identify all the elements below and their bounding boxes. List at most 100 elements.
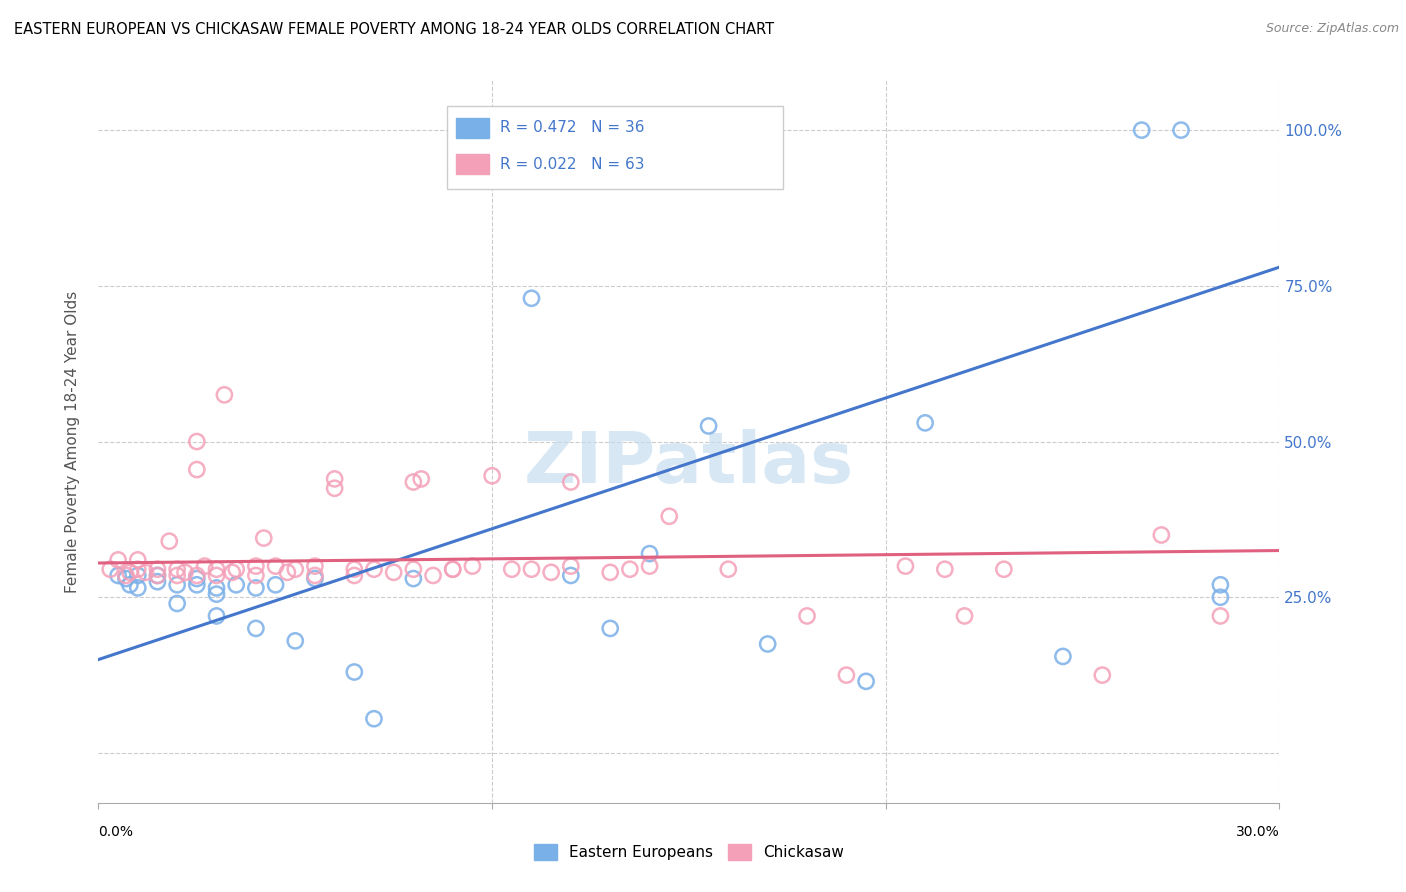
Point — [441, 562, 464, 576]
Point — [205, 568, 228, 582]
Point — [304, 572, 326, 586]
Point — [115, 568, 138, 582]
Point — [520, 562, 543, 576]
Point — [323, 472, 346, 486]
Point — [166, 597, 188, 611]
Point — [245, 568, 267, 582]
Point — [501, 562, 523, 576]
Point — [205, 562, 228, 576]
Legend: Eastern Europeans, Chickasaw: Eastern Europeans, Chickasaw — [534, 844, 844, 860]
Text: EASTERN EUROPEAN VS CHICKASAW FEMALE POVERTY AMONG 18-24 YEAR OLDS CORRELATION C: EASTERN EUROPEAN VS CHICKASAW FEMALE POV… — [14, 22, 775, 37]
Point — [894, 559, 917, 574]
Point — [1209, 591, 1232, 605]
Point — [146, 568, 169, 582]
Point — [619, 562, 641, 576]
Point — [520, 291, 543, 305]
Point — [225, 562, 247, 576]
Point — [599, 621, 621, 635]
Point — [717, 562, 740, 576]
Point — [560, 475, 582, 489]
Point — [382, 566, 405, 580]
Point — [363, 562, 385, 576]
Point — [1150, 528, 1173, 542]
FancyBboxPatch shape — [447, 105, 783, 189]
Point — [225, 578, 247, 592]
Point — [1209, 578, 1232, 592]
Point — [343, 665, 366, 679]
Point — [276, 566, 298, 580]
Point — [402, 572, 425, 586]
Point — [127, 568, 149, 582]
Point — [166, 562, 188, 576]
Point — [953, 609, 976, 624]
Point — [323, 481, 346, 495]
Point — [461, 559, 484, 574]
Point — [186, 572, 208, 586]
Point — [186, 568, 208, 582]
Point — [205, 581, 228, 595]
FancyBboxPatch shape — [457, 118, 489, 138]
Point — [245, 581, 267, 595]
Y-axis label: Female Poverty Among 18-24 Year Olds: Female Poverty Among 18-24 Year Olds — [65, 291, 80, 592]
Point — [934, 562, 956, 576]
Point — [441, 562, 464, 576]
Point — [658, 509, 681, 524]
Point — [146, 562, 169, 576]
Point — [186, 578, 208, 592]
Point — [560, 559, 582, 574]
Point — [638, 547, 661, 561]
Point — [127, 581, 149, 595]
Point — [422, 568, 444, 582]
Point — [1170, 123, 1192, 137]
Point — [411, 472, 433, 486]
Point — [343, 568, 366, 582]
Point — [993, 562, 1015, 576]
Point — [205, 587, 228, 601]
FancyBboxPatch shape — [457, 154, 489, 174]
Point — [914, 416, 936, 430]
Point — [1130, 123, 1153, 137]
Text: R = 0.472   N = 36: R = 0.472 N = 36 — [501, 120, 644, 136]
Point — [253, 531, 276, 545]
Point — [540, 566, 562, 580]
Point — [205, 609, 228, 624]
Point — [481, 468, 503, 483]
Point — [402, 475, 425, 489]
Point — [560, 568, 582, 582]
Point — [402, 562, 425, 576]
Point — [98, 562, 121, 576]
Point — [107, 568, 129, 582]
Point — [304, 559, 326, 574]
Point — [146, 574, 169, 589]
Text: Source: ZipAtlas.com: Source: ZipAtlas.com — [1265, 22, 1399, 36]
Point — [284, 562, 307, 576]
Point — [157, 534, 180, 549]
Point — [166, 568, 188, 582]
Text: ZIPatlas: ZIPatlas — [524, 429, 853, 498]
Point — [174, 566, 197, 580]
Text: R = 0.022   N = 63: R = 0.022 N = 63 — [501, 157, 644, 171]
Point — [115, 572, 138, 586]
Point — [264, 578, 287, 592]
Point — [264, 559, 287, 574]
Point — [127, 553, 149, 567]
Point — [284, 633, 307, 648]
Point — [1052, 649, 1074, 664]
Point — [697, 419, 720, 434]
Point — [214, 388, 236, 402]
Point — [599, 566, 621, 580]
Point — [756, 637, 779, 651]
Point — [107, 553, 129, 567]
Point — [796, 609, 818, 624]
Point — [855, 674, 877, 689]
Point — [135, 566, 157, 580]
Point — [1209, 609, 1232, 624]
Point — [186, 434, 208, 449]
Point — [194, 559, 217, 574]
Text: 0.0%: 0.0% — [98, 824, 134, 838]
Point — [245, 559, 267, 574]
Point — [304, 568, 326, 582]
Point — [343, 562, 366, 576]
Point — [118, 578, 141, 592]
Point — [245, 621, 267, 635]
